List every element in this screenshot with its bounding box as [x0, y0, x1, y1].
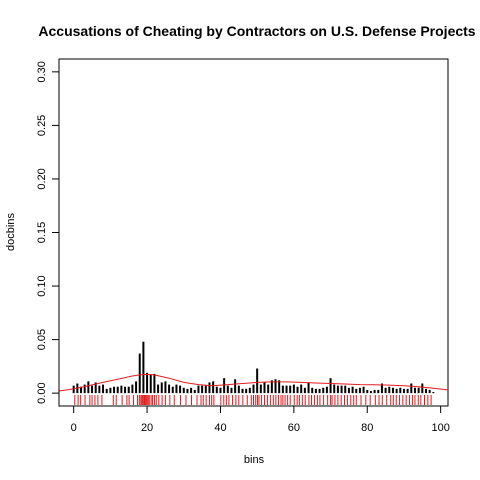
y-tick-label: 0.00 [36, 382, 48, 403]
rug-ticks [74, 395, 432, 405]
x-axis-label: bins [244, 454, 265, 466]
chart-title: Accusations of Cheating by Contractors o… [38, 23, 475, 39]
x-tick-label: 100 [431, 422, 449, 434]
x-tick-label: 80 [361, 422, 373, 434]
x-tick-label: 40 [214, 422, 226, 434]
y-tick-label: 0.20 [36, 168, 48, 189]
x-tick-label: 20 [141, 422, 153, 434]
y-tick-label: 0.15 [36, 222, 48, 243]
density-curve-group [58, 373, 449, 392]
y-tick-label: 0.25 [36, 115, 48, 136]
x-axis: 0 20 40 60 80 100 [71, 405, 450, 434]
density-curve [58, 373, 449, 392]
x-tick-label: 60 [288, 422, 300, 434]
y-axis: 0.00 0.05 0.10 0.15 0.20 0.25 0.30 [36, 61, 60, 404]
y-axis-label: docbins [5, 213, 17, 251]
y-tick-label: 0.05 [36, 329, 48, 350]
x-tick-label: 0 [71, 422, 77, 434]
y-tick-label: 0.10 [36, 275, 48, 296]
y-tick-label: 0.30 [36, 61, 48, 82]
